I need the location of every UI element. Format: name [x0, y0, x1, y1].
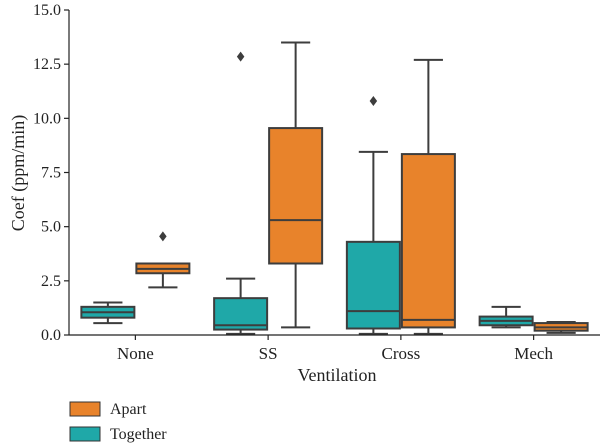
legend-swatch-apart [69, 401, 101, 417]
legend-swatch-together [69, 426, 101, 442]
y-tick-label: 2.5 [41, 273, 61, 290]
x-axis-label: Ventilation [298, 365, 377, 385]
y-tick-label: 12.5 [33, 56, 61, 73]
y-tick-label: 0.0 [41, 327, 61, 344]
box-apart-ss [268, 127, 324, 265]
x-tick-label: SS [259, 344, 278, 363]
outlier-apart-none-0 [159, 231, 167, 242]
y-tick-label: 15.0 [33, 2, 61, 19]
x-tick-label: None [117, 344, 154, 363]
plot-area [80, 41, 589, 335]
x-tick-label: Mech [514, 344, 553, 363]
outlier-together-ss-0 [236, 51, 245, 62]
y-tick-label: 7.5 [41, 165, 61, 182]
box-apart-cross [400, 153, 456, 329]
outlier-together-cross-0 [369, 96, 378, 106]
y-axis-label: Coef (ppm/min) [8, 115, 29, 231]
axes: 0.0 2.5 5.0 7.5 10.0 12.5 15.0 None SS Cross Mech [33, 2, 600, 363]
legend: Apart Together [69, 401, 167, 443]
x-tick-label: Cross [382, 344, 421, 363]
box-together-cross [345, 240, 401, 330]
y-tick-label: 5.0 [41, 219, 61, 236]
y-tick-label: 10.0 [33, 110, 61, 127]
legend-label-apart: Apart [110, 401, 147, 418]
legend-label-together: Together [110, 426, 167, 443]
